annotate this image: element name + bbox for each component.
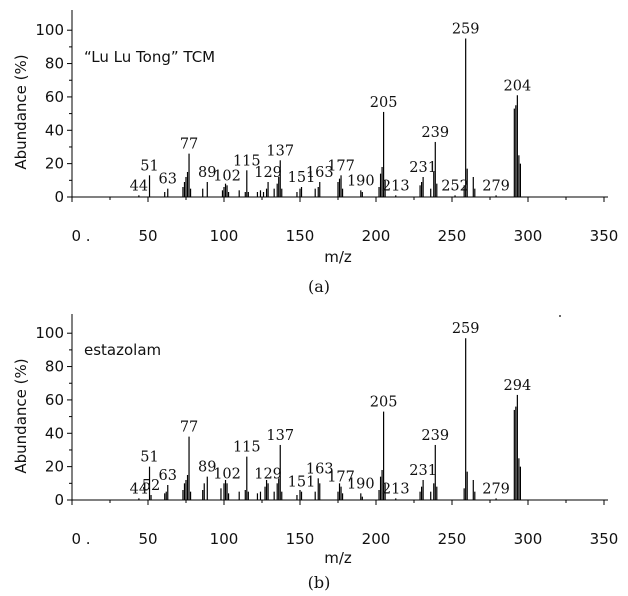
stray-dot: [559, 315, 561, 317]
y-ticks-a: 0 20 40 60 80 100: [35, 21, 72, 206]
peak-label-a-20: 204: [504, 78, 532, 94]
x-tick-label-b-4: 200: [362, 530, 391, 548]
peak-label-a-19: 279: [482, 178, 510, 194]
x-tick-label-a-0: 0 .: [71, 227, 90, 245]
peak-label-a-16: 239: [421, 125, 449, 141]
x-tick-label-a-7: 350: [590, 227, 619, 245]
peak-label-a-0: 44: [130, 178, 148, 194]
peak-label-a-15: 231: [409, 160, 437, 176]
y-tick-label-a-4: 80: [45, 55, 64, 73]
x-tick-label-a-5: 250: [438, 227, 467, 245]
peak-label-b-19: 279: [482, 481, 510, 497]
peak-label-a-3: 77: [180, 137, 198, 153]
y-tick-label-b-1: 20: [45, 458, 64, 476]
y-tick-label-a-1: 20: [45, 155, 64, 173]
peak-label-b-14: 205: [370, 395, 398, 411]
y-axis-label-b: Abundance (%): [12, 358, 30, 473]
peak-label-a-2: 63: [159, 172, 177, 188]
peak-label-b-7: 115: [233, 440, 261, 456]
peak-label-b-17: 239: [421, 428, 449, 444]
peak-label-b-10: 151: [288, 475, 316, 491]
peak-label-b-0: 44: [130, 481, 148, 497]
y-tick-label-b-4: 80: [45, 358, 64, 376]
x-tick-label-b-5: 250: [438, 530, 467, 548]
peak-label-b-15: 213: [382, 481, 410, 497]
peak-label-a-18: 259: [452, 22, 480, 38]
peak-label-b-6: 102: [213, 466, 241, 482]
peak-label-a-7: 129: [254, 165, 282, 181]
peak-label-b-8: 129: [254, 466, 282, 482]
y-axis-label-a: Abundance (%): [12, 54, 30, 169]
peak-label-b-13: 190: [347, 476, 375, 492]
peak-label-a-9: 151: [288, 170, 316, 186]
peak-label-a-14: 213: [382, 178, 410, 194]
panel-caption-a: (a): [308, 277, 330, 296]
peak-label-b-20: 294: [504, 378, 532, 394]
peak-label-b-9: 137: [266, 428, 294, 444]
x-ticks-a: 0 . 50 100 150 200 250 300 350: [71, 197, 618, 245]
peak-label-a-1: 51: [140, 158, 158, 174]
y-tick-label-a-0: 0: [54, 188, 64, 206]
peak-bars-b: [138, 338, 522, 500]
peak-label-b-1: 51: [140, 450, 158, 466]
y-tick-label-a-2: 40: [45, 121, 64, 139]
peak-label-a-13: 205: [370, 95, 398, 111]
x-axis-label-a: m/z: [324, 248, 352, 266]
peak-label-b-2: 52: [142, 478, 160, 494]
peak-label-b-3: 63: [159, 468, 177, 484]
peak-bars-a: [138, 38, 522, 197]
x-tick-label-a-6: 300: [514, 227, 543, 245]
x-tick-label-a-4: 200: [362, 227, 391, 245]
sample-annotation-a: “Lu Lu Tong” TCM: [84, 48, 215, 66]
y-ticks-b: 0 20 40 60 80 100: [35, 324, 72, 509]
peak-label-a-6: 115: [233, 153, 261, 169]
peak-label-a-5: 102: [213, 168, 241, 184]
x-ticks-b: 0 . 50 100 150 200 250 300 350: [71, 500, 618, 548]
y-tick-label-a-5: 100: [35, 21, 64, 39]
peak-label-b-11: 163: [306, 461, 334, 477]
x-tick-label-b-1: 50: [138, 530, 157, 548]
x-tick-label-b-3: 150: [286, 530, 315, 548]
peak-label-a-11: 177: [327, 158, 355, 174]
x-tick-label-a-3: 150: [286, 227, 315, 245]
sample-annotation-b: estazolam: [84, 341, 161, 359]
peak-label-b-4: 77: [180, 420, 198, 436]
peak-label-a-8: 137: [266, 143, 294, 159]
peak-label-a-17: 252: [441, 178, 469, 194]
peak-label-b-18: 259: [452, 321, 480, 337]
y-tick-label-b-3: 60: [45, 391, 64, 409]
x-tick-label-b-2: 100: [210, 530, 239, 548]
x-tick-label-b-6: 300: [514, 530, 543, 548]
y-tick-label-b-2: 40: [45, 424, 64, 442]
peak-label-b-12: 177: [327, 470, 355, 486]
y-tick-label-a-3: 60: [45, 88, 64, 106]
peak-label-b-5: 89: [198, 460, 216, 476]
peak-label-a-10: 163: [306, 165, 334, 181]
x-tick-label-a-1: 50: [138, 227, 157, 245]
x-tick-label-a-2: 100: [210, 227, 239, 245]
peak-label-a-4: 89: [198, 165, 216, 181]
x-tick-label-b-0: 0 .: [71, 530, 90, 548]
peak-label-a-12: 190: [347, 173, 375, 189]
panel-caption-b: (b): [308, 573, 331, 592]
peak-label-b-16: 231: [409, 463, 437, 479]
y-tick-label-b-0: 0: [54, 491, 64, 509]
y-tick-label-b-5: 100: [35, 324, 64, 342]
x-tick-label-b-7: 350: [590, 530, 619, 548]
x-axis-label-b: m/z: [324, 549, 352, 567]
